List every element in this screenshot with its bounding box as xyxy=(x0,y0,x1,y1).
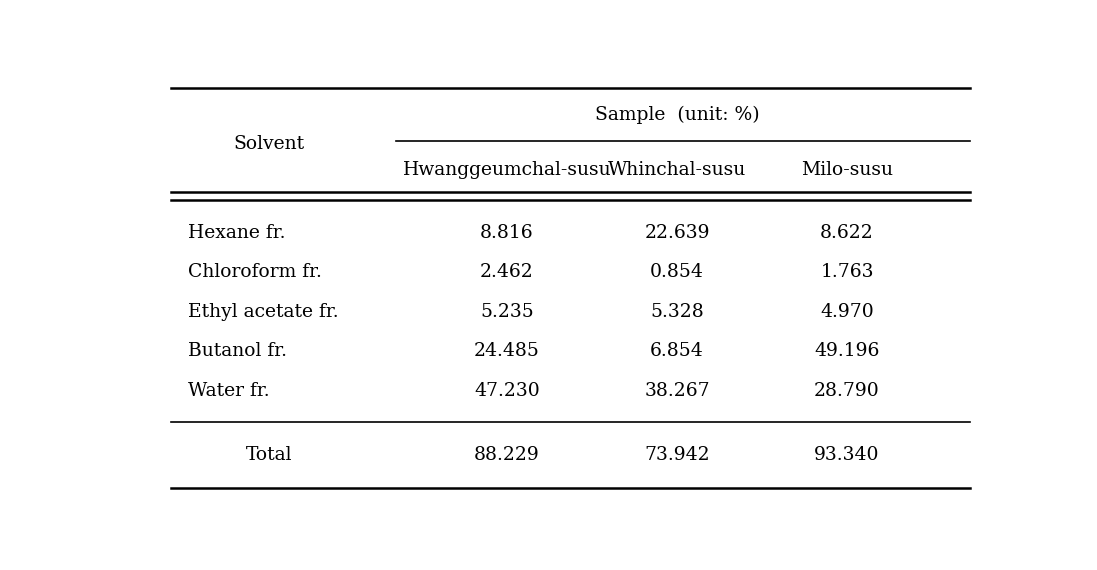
Text: 49.196: 49.196 xyxy=(814,343,880,360)
Text: 5.235: 5.235 xyxy=(480,303,534,321)
Text: 22.639: 22.639 xyxy=(644,224,710,242)
Text: 47.230: 47.230 xyxy=(474,382,540,400)
Text: Chloroform fr.: Chloroform fr. xyxy=(189,263,323,282)
Text: Milo-susu: Milo-susu xyxy=(801,161,893,180)
Text: Total: Total xyxy=(246,446,292,463)
Text: Butanol fr.: Butanol fr. xyxy=(189,343,287,360)
Text: 0.854: 0.854 xyxy=(651,263,704,282)
Text: 6.854: 6.854 xyxy=(651,343,704,360)
Text: 1.763: 1.763 xyxy=(821,263,874,282)
Text: 93.340: 93.340 xyxy=(814,446,880,463)
Text: Sample  (unit: %): Sample (unit: %) xyxy=(595,105,759,124)
Text: Ethyl acetate fr.: Ethyl acetate fr. xyxy=(189,303,339,321)
Text: 8.622: 8.622 xyxy=(821,224,874,242)
Text: Hexane fr.: Hexane fr. xyxy=(189,224,285,242)
Text: 38.267: 38.267 xyxy=(644,382,710,400)
Text: Solvent: Solvent xyxy=(234,135,305,153)
Text: 5.328: 5.328 xyxy=(651,303,704,321)
Text: Water fr.: Water fr. xyxy=(189,382,270,400)
Text: Whinchal-susu: Whinchal-susu xyxy=(608,161,746,180)
Text: Hwanggeumchal-susu: Hwanggeumchal-susu xyxy=(403,161,611,180)
Text: 8.816: 8.816 xyxy=(480,224,534,242)
Text: 4.970: 4.970 xyxy=(821,303,874,321)
Text: 88.229: 88.229 xyxy=(474,446,540,463)
Text: 73.942: 73.942 xyxy=(644,446,710,463)
Text: 24.485: 24.485 xyxy=(474,343,540,360)
Text: 2.462: 2.462 xyxy=(480,263,534,282)
Text: 28.790: 28.790 xyxy=(814,382,880,400)
